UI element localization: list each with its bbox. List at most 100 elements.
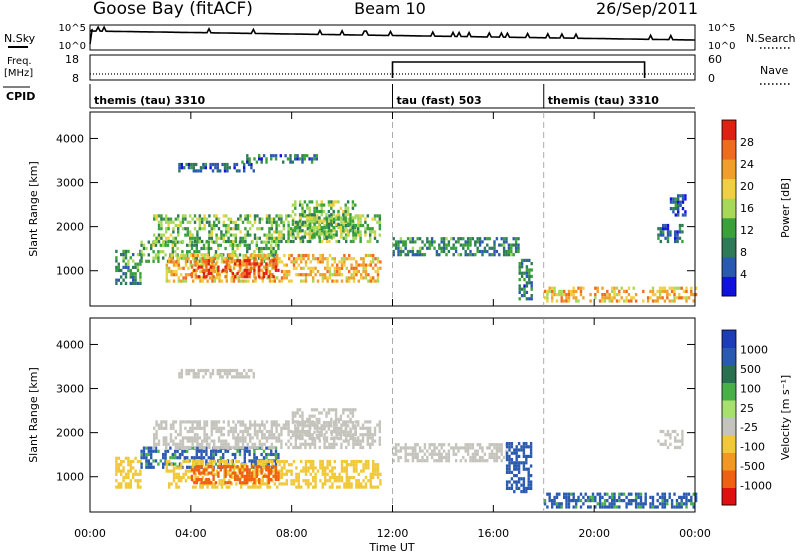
echo-cell <box>176 256 179 260</box>
echo-cell <box>270 250 273 254</box>
echo-cell <box>319 260 322 264</box>
echo-cell <box>498 443 501 447</box>
echo-cell <box>364 276 368 280</box>
echo-cell <box>186 429 189 434</box>
echo-cell <box>292 217 295 221</box>
echo-cell <box>515 483 518 487</box>
echo-cell <box>217 246 220 251</box>
echo-cell <box>256 459 260 464</box>
echo-cell <box>601 296 604 300</box>
echo-cell <box>241 471 244 475</box>
echo-cell <box>644 502 647 506</box>
echo-cell <box>312 475 315 480</box>
echo-cell <box>262 265 266 269</box>
echo-cell <box>243 481 246 485</box>
echo-cell <box>202 375 205 379</box>
echo-cell <box>215 239 218 244</box>
echo-cell <box>493 443 496 447</box>
echo-cell <box>522 464 526 468</box>
echo-cell <box>350 482 353 486</box>
echo-cell <box>639 502 643 506</box>
echo-cell <box>518 287 521 291</box>
echo-cell <box>336 263 339 267</box>
echo-cell <box>261 466 264 470</box>
echo-cell <box>307 459 310 464</box>
echo-cell <box>313 424 316 428</box>
echo-cell <box>275 436 278 440</box>
echo-cell <box>207 271 210 276</box>
echo-cell <box>310 160 314 164</box>
echo-cell <box>244 257 248 261</box>
echo-cell <box>481 459 484 463</box>
echo-cell <box>190 474 194 478</box>
echo-cell <box>529 480 533 484</box>
echo-cell <box>134 472 137 476</box>
echo-cell <box>282 220 285 224</box>
echo-cell <box>276 485 279 489</box>
echo-cell <box>611 495 614 499</box>
echo-cell <box>297 230 300 234</box>
echo-cell <box>287 429 290 434</box>
echo-cell <box>546 299 549 303</box>
echo-cell <box>309 466 312 470</box>
echo-cell <box>132 272 135 276</box>
echo-cell <box>328 442 331 446</box>
echo-cell <box>229 474 232 478</box>
echo-cell <box>326 276 329 280</box>
echo-cell <box>246 262 249 266</box>
echo-cell <box>525 297 529 301</box>
echo-cell <box>251 442 254 446</box>
echo-cell <box>591 495 595 499</box>
echo-cell <box>189 236 192 240</box>
echo-cell <box>275 227 278 231</box>
echo-cell <box>681 194 685 198</box>
echo-cell <box>314 479 317 483</box>
echo-cell <box>313 157 316 161</box>
echo-cell <box>575 296 578 300</box>
echo-cell <box>266 257 269 261</box>
echo-cell <box>613 293 616 297</box>
echo-cell <box>230 459 233 464</box>
echo-cell <box>675 296 679 300</box>
echo-cell <box>174 217 177 221</box>
echo-cell <box>553 499 556 503</box>
echo-cell <box>517 454 521 458</box>
echo-cell <box>193 471 196 475</box>
echo-cell <box>208 445 211 450</box>
echo-cell <box>202 259 206 263</box>
echo-cell <box>294 225 297 230</box>
echo-cell <box>611 296 614 300</box>
echo-cell <box>214 452 218 457</box>
echo-cell <box>190 246 194 251</box>
echo-cell <box>372 463 375 467</box>
echo-cell <box>334 200 338 204</box>
echo-cell <box>301 220 305 224</box>
echo-cell <box>194 463 197 467</box>
echo-cell <box>270 433 273 437</box>
echo-cell <box>440 249 443 254</box>
y-tick-label: 1000 <box>56 471 84 484</box>
echo-cell <box>236 449 239 453</box>
echo-cell <box>306 433 309 437</box>
echo-cell <box>222 239 225 244</box>
echo-cell <box>223 260 226 264</box>
echo-cell <box>352 279 356 283</box>
echo-cell <box>340 459 344 464</box>
echo-cell <box>333 472 336 476</box>
echo-cell <box>273 423 276 427</box>
echo-cell <box>172 260 176 264</box>
echo-cell <box>160 236 163 240</box>
echo-cell <box>162 439 165 443</box>
echo-cell <box>426 449 429 453</box>
echo-cell <box>481 446 484 450</box>
echo-cell <box>328 253 332 258</box>
echo-cell <box>611 286 614 290</box>
echo-cell <box>304 459 308 464</box>
echo-cell <box>349 239 353 244</box>
echo-cell <box>334 408 338 412</box>
echo-cell <box>280 439 283 443</box>
echo-cell <box>268 217 271 221</box>
echo-cell <box>418 253 422 257</box>
echo-cell <box>364 475 368 480</box>
echo-cell <box>471 452 475 456</box>
